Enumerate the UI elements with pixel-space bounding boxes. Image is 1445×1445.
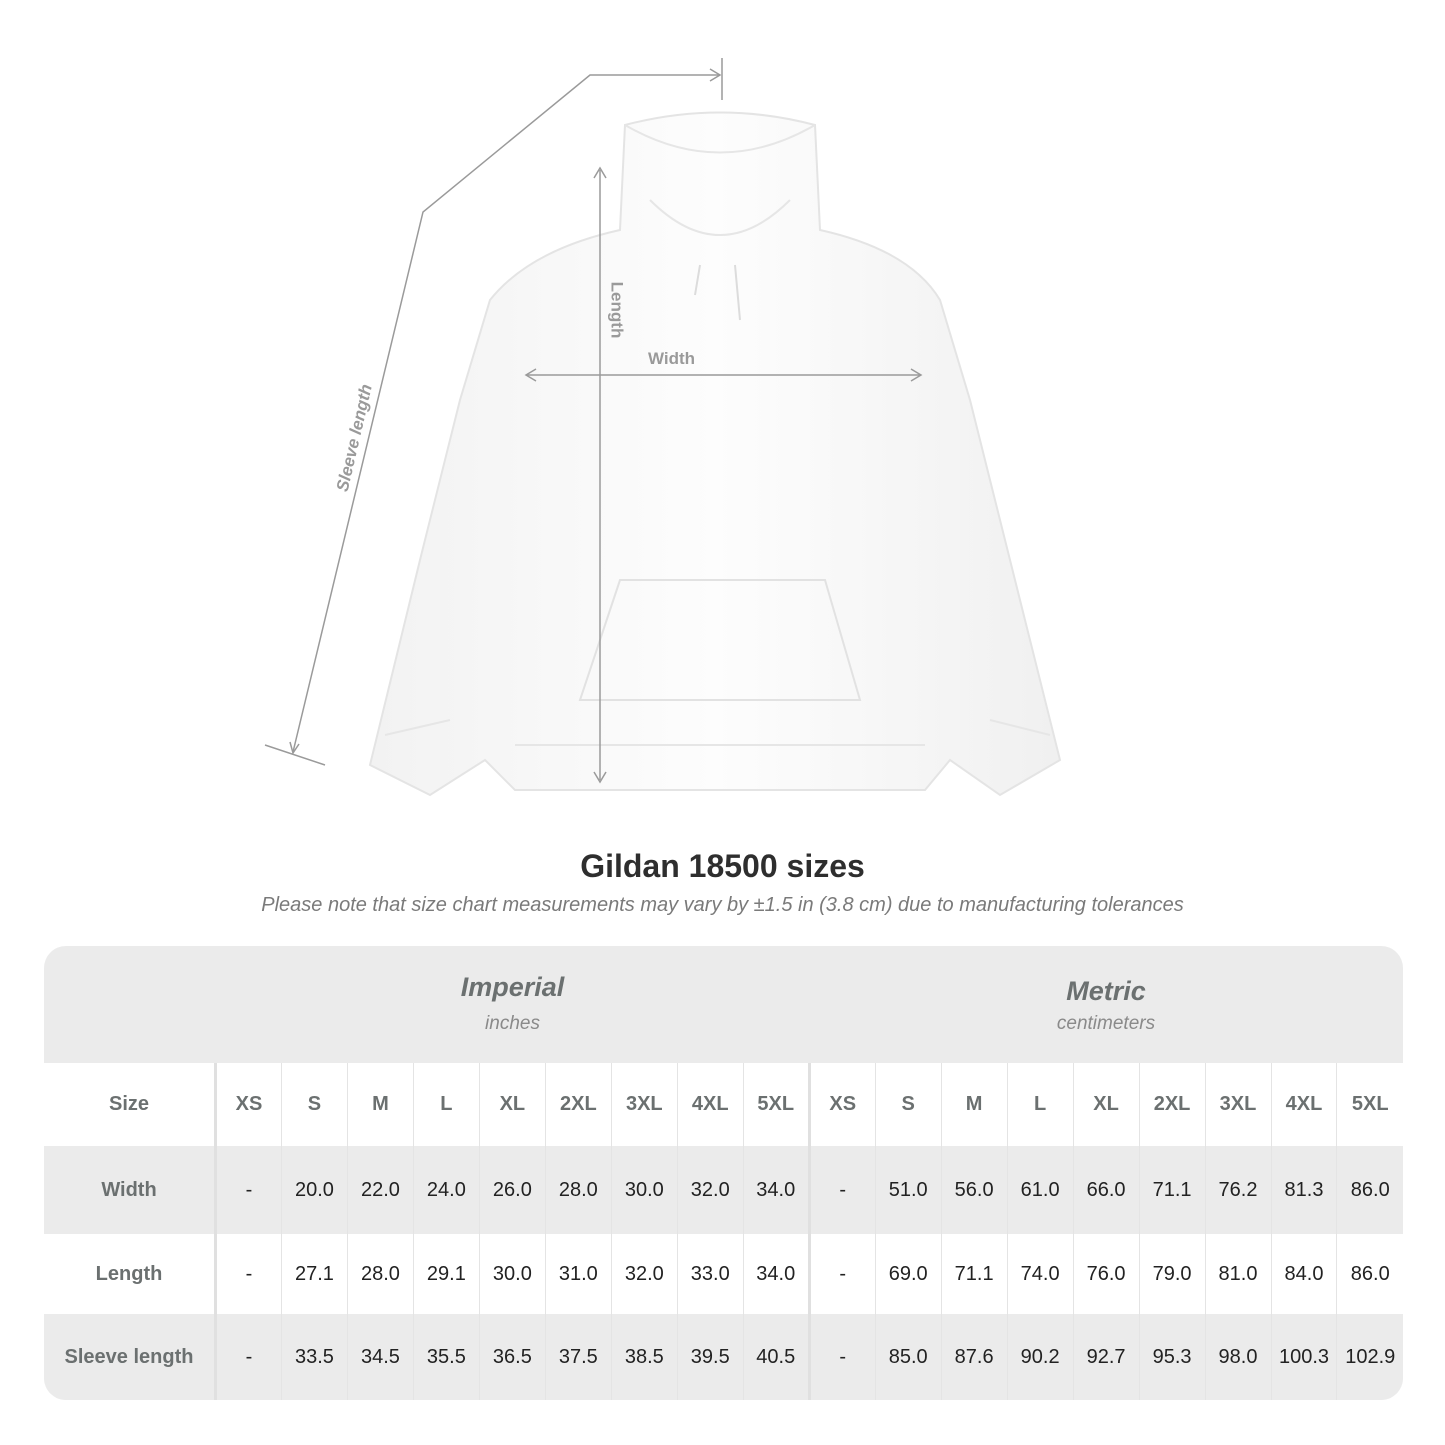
imperial-cell: 30.0: [478, 1234, 546, 1314]
metric-cell: 102.9: [1336, 1314, 1403, 1400]
metric-cell: 90.2: [1006, 1314, 1074, 1400]
metric-cell: 79.0: [1138, 1234, 1206, 1314]
metric-cell: 71.1: [940, 1234, 1008, 1314]
metric-size-header: 4XL: [1270, 1063, 1337, 1146]
metric-size-header: 3XL: [1204, 1063, 1271, 1146]
metric-cell: -: [807, 1146, 876, 1234]
imperial-size-header: S: [280, 1063, 348, 1146]
metric-cell: -: [807, 1314, 876, 1400]
imperial-size-header: 5XL: [742, 1063, 810, 1146]
imperial-size-header: 2XL: [544, 1063, 612, 1146]
metric-cell: -: [807, 1234, 876, 1314]
imperial-size-header: L: [412, 1063, 480, 1146]
imperial-cell: 34.0: [742, 1146, 810, 1234]
imperial-size-header: M: [346, 1063, 414, 1146]
metric-cell: 76.0: [1072, 1234, 1140, 1314]
metric-size-header: 2XL: [1138, 1063, 1206, 1146]
metric-cell: 84.0: [1270, 1234, 1337, 1314]
imperial-cell: 32.0: [610, 1234, 678, 1314]
metric-cell: 86.0: [1336, 1146, 1403, 1234]
metric-size-header: XS: [807, 1063, 876, 1146]
table-row: Width -20.0 22.0 24.0 26.0 28.0 30.0 32.0 34.0-5…: [44, 1146, 1403, 1234]
imperial-cell: 38.5: [610, 1314, 678, 1400]
imperial-cell: 26.0: [478, 1146, 546, 1234]
imperial-cell: 29.1: [412, 1234, 480, 1314]
imperial-cell: 33.0: [676, 1234, 744, 1314]
metric-cell: 66.0: [1072, 1146, 1140, 1234]
metric-size-header: S: [874, 1063, 942, 1146]
imperial-size-header: XL: [478, 1063, 546, 1146]
metric-cell: 69.0: [874, 1234, 942, 1314]
drawstring: [694, 264, 741, 321]
imperial-size-header: 4XL: [676, 1063, 744, 1146]
imperial-cell: 40.5: [742, 1314, 810, 1400]
imperial-header: Imperial inches: [216, 946, 809, 1063]
metric-cell: 85.0: [874, 1314, 942, 1400]
metric-cell: 76.2: [1204, 1146, 1271, 1234]
metric-cell: 51.0: [874, 1146, 942, 1234]
imperial-cell: 24.0: [412, 1146, 480, 1234]
metric-cell: 74.0: [1006, 1234, 1074, 1314]
imperial-cell: 39.5: [676, 1314, 744, 1400]
metric-title: Metric: [1066, 976, 1146, 1006]
hoodie-illustration: [264, 58, 1062, 797]
metric-cell: 71.1: [1138, 1146, 1206, 1234]
size-label: Size: [44, 1063, 217, 1146]
imperial-cell: 30.0: [610, 1146, 678, 1234]
metric-cell: 87.6: [940, 1314, 1008, 1400]
metric-cell: 81.0: [1204, 1234, 1271, 1314]
metric-size-header: 5XL: [1336, 1063, 1403, 1146]
imperial-cell: 27.1: [280, 1234, 348, 1314]
imperial-cell: -: [215, 1234, 282, 1314]
chart-title: Gildan 18500 sizes: [580, 848, 865, 884]
imperial-unit: inches: [485, 1013, 540, 1034]
metric-size-header: M: [940, 1063, 1008, 1146]
metric-size-header: XL: [1072, 1063, 1140, 1146]
imperial-cell: 34.0: [742, 1234, 810, 1314]
metric-cell: 81.3: [1270, 1146, 1337, 1234]
metric-cell: 92.7: [1072, 1314, 1140, 1400]
imperial-cell: 34.5: [346, 1314, 414, 1400]
metric-cell: 61.0: [1006, 1146, 1074, 1234]
imperial-cell: 31.0: [544, 1234, 612, 1314]
size-table-card: Imperial inches Metric centimeters Size X…: [44, 946, 1403, 1400]
imperial-cell: 32.0: [676, 1146, 744, 1234]
measurement-lines: [264, 58, 923, 784]
imperial-cell: 33.5: [280, 1314, 348, 1400]
imperial-size-header: 3XL: [610, 1063, 678, 1146]
metric-unit: centimeters: [1056, 1013, 1156, 1034]
imperial-cell: 20.0: [280, 1146, 348, 1234]
imperial-cell: 35.5: [412, 1314, 480, 1400]
metric-size-header: L: [1006, 1063, 1074, 1146]
imperial-cell: 28.0: [544, 1146, 612, 1234]
hoodie-figure: Length Width Sleeve length: [264, 58, 1062, 797]
width-label: Width: [648, 349, 696, 368]
metric-cell: 56.0: [940, 1146, 1008, 1234]
metric-cell: 100.3: [1270, 1314, 1337, 1400]
tolerance-note: Please note that size chart measurements…: [261, 894, 1184, 916]
metric-cell: 98.0: [1204, 1314, 1271, 1400]
imperial-cell: -: [215, 1146, 282, 1234]
row-label: Sleeve length: [44, 1314, 217, 1400]
hoodie-hood: [624, 124, 816, 236]
imperial-cell: 36.5: [478, 1314, 546, 1400]
length-label: Length: [607, 281, 627, 339]
metric-cell: 86.0: [1336, 1234, 1403, 1314]
table-row: Length -27.1 28.0 29.1 30.0 31.0 32.0 33.0 34.0-…: [44, 1234, 1403, 1314]
hoodie-pocket: [578, 579, 862, 701]
imperial-title: Imperial: [460, 972, 565, 1002]
size-header-row: Size XS S M L XL 2XL 3XL 4XL 5XL XS S M L XL 2XL 3XL 4XL 5…: [44, 1063, 1403, 1146]
table-row: Sleeve length -33.5 34.5 35.5 36.5 37.5 38.5 39…: [44, 1314, 1403, 1400]
row-label: Length: [44, 1234, 217, 1314]
row-label: Width: [44, 1146, 217, 1234]
imperial-size-header: XS: [215, 1063, 282, 1146]
hoodie-body: [368, 111, 1062, 797]
imperial-cell: 37.5: [544, 1314, 612, 1400]
imperial-cell: 28.0: [346, 1234, 414, 1314]
imperial-cell: -: [215, 1314, 282, 1400]
imperial-cell: 22.0: [346, 1146, 414, 1234]
size-table: Size XS S M L XL 2XL 3XL 4XL 5XL XS S M L XL 2XL 3XL 4XL 5…: [44, 1063, 1403, 1400]
metric-cell: 95.3: [1138, 1314, 1206, 1400]
metric-header: Metric centimeters: [809, 946, 1403, 1063]
